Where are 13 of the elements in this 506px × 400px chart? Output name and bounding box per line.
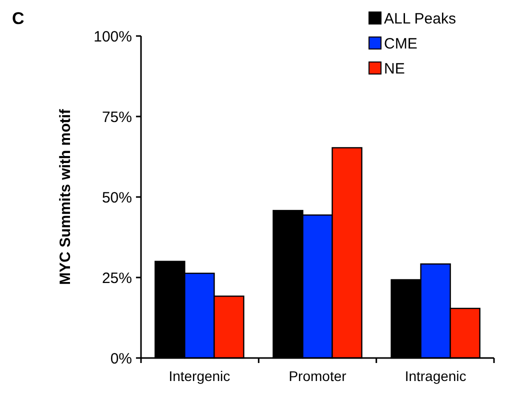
chart-title: C xyxy=(12,9,24,28)
y-axis-title: MYC Summits with motif xyxy=(57,108,74,285)
legend-label: CME xyxy=(384,35,418,52)
x-tick-label: Intragenic xyxy=(404,368,466,384)
y-tick-label: 100% xyxy=(94,28,132,46)
legend-label: NE xyxy=(384,60,405,78)
x-tick-label: Intergenic xyxy=(168,368,230,384)
y-tick-label: 50% xyxy=(102,189,132,206)
legend-label: ALL Peaks xyxy=(384,10,456,28)
x-tick-label: Promoter xyxy=(288,368,347,384)
y-tick-label: 75% xyxy=(102,108,132,126)
y-tick-label: 25% xyxy=(102,270,132,287)
y-tick-label: 0% xyxy=(110,350,132,368)
